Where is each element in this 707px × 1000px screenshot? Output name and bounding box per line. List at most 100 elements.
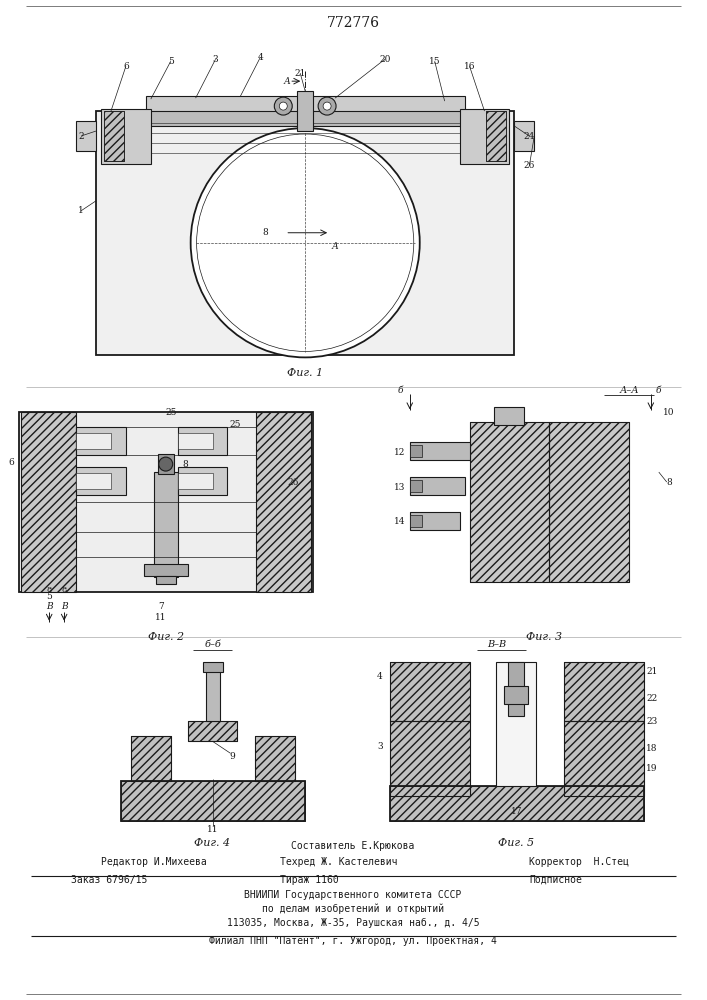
Bar [549, 422, 629, 582]
Text: Тираж 1160: Тираж 1160 [280, 875, 339, 885]
Text: 19: 19 [646, 764, 658, 773]
Bar [469, 422, 549, 582]
Text: 26: 26 [288, 478, 299, 487]
Text: Составитель Е.Крюкова: Составитель Е.Крюкова [291, 841, 415, 851]
Bar [19, 412, 313, 592]
Text: 113035, Москва, Ж-35, Раушская наб., д. 4/5: 113035, Москва, Ж-35, Раушская наб., д. … [227, 918, 479, 928]
Text: 17: 17 [510, 807, 522, 816]
Text: Фиг. 3: Фиг. 3 [526, 632, 562, 642]
Bar [486, 111, 506, 161]
Bar [460, 109, 509, 164]
Bar [494, 407, 525, 425]
Text: Редактор И.Михеева: Редактор И.Михеева [101, 857, 206, 867]
Bar [177, 467, 228, 495]
Bar [104, 111, 124, 161]
Text: В: В [61, 602, 67, 611]
Text: 3: 3 [377, 742, 382, 751]
Text: Техред Ж. Кастелевич: Техред Ж. Кастелевич [280, 857, 398, 867]
Circle shape [318, 97, 336, 115]
Circle shape [279, 102, 287, 110]
Bar [508, 662, 525, 716]
Bar [131, 736, 170, 781]
Bar [410, 480, 422, 492]
Text: 13: 13 [394, 483, 406, 492]
Bar [390, 721, 469, 796]
Bar [76, 467, 126, 495]
Bar [504, 686, 528, 704]
Bar [121, 781, 305, 821]
Text: А: А [284, 77, 291, 86]
Text: 8: 8 [62, 586, 67, 594]
Text: 4: 4 [377, 672, 382, 681]
Text: 20: 20 [379, 55, 390, 64]
Circle shape [274, 97, 292, 115]
Bar [297, 91, 313, 131]
Bar [390, 662, 469, 721]
Bar [390, 721, 469, 796]
Text: 6: 6 [8, 458, 14, 467]
Text: 8: 8 [47, 586, 52, 594]
Text: 8: 8 [262, 228, 268, 237]
Text: 11: 11 [207, 825, 218, 834]
Bar [104, 111, 124, 161]
Text: Фиг. 1: Фиг. 1 [287, 368, 323, 378]
Bar [564, 721, 644, 796]
Bar [21, 412, 76, 592]
Bar [469, 422, 549, 582]
Text: 6: 6 [123, 62, 129, 71]
Bar [410, 512, 460, 530]
Text: Корректор  Н.Стец: Корректор Н.Стец [530, 857, 629, 867]
Text: по делам изобретений и открытий: по делам изобретений и открытий [262, 904, 444, 914]
Bar [410, 442, 469, 460]
Text: 26: 26 [524, 161, 535, 170]
Circle shape [159, 457, 173, 471]
Text: Филиал ПНП "Патент", г. Ужгород, ул. Проектная, 4: Филиал ПНП "Патент", г. Ужгород, ул. Про… [209, 936, 497, 946]
Text: б–б: б–б [204, 640, 221, 649]
Bar [257, 412, 311, 592]
Text: 24: 24 [524, 132, 535, 141]
Text: Фиг. 4: Фиг. 4 [194, 838, 230, 848]
Text: А–А: А–А [619, 386, 638, 395]
Bar [390, 662, 469, 721]
Bar [255, 736, 296, 781]
Text: 8: 8 [183, 460, 189, 469]
Text: 9: 9 [230, 752, 235, 761]
Text: 18: 18 [646, 744, 658, 753]
Circle shape [191, 128, 420, 357]
Bar [144, 564, 187, 576]
Text: 14: 14 [394, 517, 406, 526]
Text: 16: 16 [464, 62, 475, 71]
Bar [564, 662, 644, 721]
Text: Подписное: Подписное [530, 875, 582, 885]
Text: б: б [397, 386, 402, 395]
Bar [496, 662, 537, 786]
Text: 10: 10 [663, 408, 674, 417]
Bar [255, 736, 296, 781]
Bar [96, 111, 515, 355]
Bar [146, 96, 464, 116]
Text: Фиг. 2: Фиг. 2 [148, 632, 184, 642]
Text: 21: 21 [646, 667, 658, 676]
Bar [76, 473, 111, 489]
Text: 4: 4 [257, 53, 263, 62]
Text: 8: 8 [666, 478, 672, 487]
Bar [390, 786, 644, 821]
Text: 2: 2 [78, 132, 84, 141]
Text: 1: 1 [78, 206, 84, 215]
Bar [203, 662, 223, 672]
Bar [131, 736, 170, 781]
Bar [21, 412, 76, 592]
Bar [121, 781, 305, 821]
Bar [564, 662, 644, 721]
Text: Заказ 6796/15: Заказ 6796/15 [71, 875, 148, 885]
Bar [486, 111, 506, 161]
Bar [156, 576, 176, 584]
Text: В–В: В–В [487, 640, 506, 649]
Text: 5: 5 [46, 592, 52, 601]
Bar [177, 433, 213, 449]
Bar [146, 111, 464, 126]
Text: б: б [656, 386, 662, 395]
Bar [410, 515, 422, 527]
Text: 772776: 772776 [327, 16, 380, 30]
Bar [187, 721, 238, 741]
